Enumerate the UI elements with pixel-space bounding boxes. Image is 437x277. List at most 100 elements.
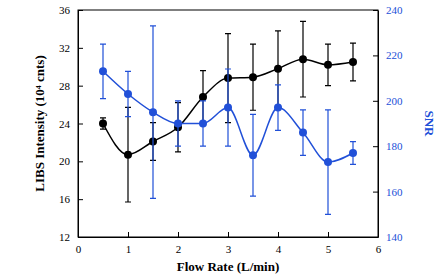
tick: 32 [59, 42, 83, 54]
error-bar [100, 118, 106, 129]
tick-label: 20 [59, 155, 71, 167]
error-bar [100, 44, 106, 98]
error-bar [300, 110, 306, 155]
error-bar [325, 110, 331, 214]
error-bar [225, 69, 231, 146]
error-bar [350, 142, 356, 165]
tick: 2 [176, 232, 182, 255]
tick: 180 [373, 140, 403, 152]
tick-mark [228, 232, 229, 237]
tick-label: 4 [276, 243, 282, 255]
y2-axis: 140 160 180 200 220 240 [373, 4, 403, 243]
y2-title: SNR [422, 110, 437, 137]
tick-mark [78, 86, 83, 87]
error-bar [150, 26, 156, 199]
tick: 200 [373, 95, 403, 107]
tick-label: 2 [176, 243, 182, 255]
error-bar [250, 44, 256, 110]
tick: 5 [326, 232, 332, 255]
tick: 160 [373, 186, 403, 198]
frame [78, 10, 378, 237]
tick-label: 220 [386, 49, 403, 61]
marker [99, 120, 107, 128]
tick-mark [373, 237, 378, 238]
error-bar [275, 85, 281, 130]
error-bar [125, 107, 131, 202]
tick: 20 [59, 155, 83, 167]
error-bar [300, 21, 306, 97]
y-axis: 12 16 20 24 28 32 36 [59, 4, 83, 243]
marker [324, 158, 332, 166]
tick: 36 [59, 4, 83, 16]
tick-label: 5 [326, 243, 332, 255]
tick-label: 12 [59, 231, 70, 243]
tick-label: 180 [386, 140, 403, 152]
tick: 16 [59, 193, 83, 205]
marker [274, 104, 282, 112]
tick-mark [373, 146, 378, 147]
tick-mark [78, 237, 83, 238]
tick-mark [373, 101, 378, 102]
tick: 1 [126, 232, 132, 255]
tick: 28 [59, 80, 83, 92]
tick-mark [78, 124, 83, 125]
marker [349, 58, 357, 66]
tick-label: 6 [376, 243, 382, 255]
data-area [99, 21, 357, 214]
tick-mark [278, 232, 279, 237]
tick-label: 1 [126, 243, 132, 255]
marker [124, 90, 132, 98]
tick-label: 36 [59, 4, 71, 16]
marker [249, 73, 257, 81]
tick: 3 [226, 232, 232, 255]
tick-mark [128, 232, 129, 237]
tick-label: 24 [59, 118, 71, 130]
axis-line [378, 11, 379, 238]
tick-mark [78, 48, 83, 49]
tick-mark [373, 55, 378, 56]
line [103, 59, 353, 155]
tick-label: 200 [386, 95, 403, 107]
plot: 012345612162024283236140160180200220240 [59, 4, 403, 255]
marker [324, 61, 332, 69]
x-axis: 0 1 2 3 4 5 6 [76, 232, 382, 255]
tick: 24 [59, 118, 83, 130]
marker [174, 120, 182, 128]
tick-label: 160 [386, 186, 403, 198]
marker [99, 67, 107, 75]
marker [349, 149, 357, 157]
tick: 140 [373, 231, 403, 243]
error-bar [325, 44, 331, 86]
marker [274, 65, 282, 73]
x-title: Flow Rate (L/min) [177, 259, 280, 274]
tick-label: 16 [59, 193, 71, 205]
error-bar [200, 101, 206, 146]
tick-mark [178, 232, 179, 237]
tick-label: 32 [59, 42, 70, 54]
tick: 220 [373, 49, 403, 61]
tick: 12 [59, 231, 83, 243]
marker [199, 93, 207, 101]
tick-label: 240 [386, 4, 403, 16]
error-bar [350, 43, 356, 81]
tick-label: 28 [59, 80, 71, 92]
error-bar [125, 71, 131, 116]
tick-mark [328, 232, 329, 237]
tick-label: 3 [226, 243, 232, 255]
marker [149, 108, 157, 116]
error-bar [175, 101, 181, 146]
tick: 4 [276, 232, 282, 255]
error-bar [250, 114, 256, 196]
tick-label: 0 [76, 243, 82, 255]
tick-mark [78, 161, 83, 162]
tick-mark [373, 10, 378, 11]
y-title: LIBS Intensity (10⁴ cnts) [32, 55, 47, 191]
tick-mark [78, 199, 83, 200]
tick-mark [373, 192, 378, 193]
axis-line [79, 237, 379, 238]
marker [224, 104, 232, 112]
marker [299, 55, 307, 63]
marker [199, 120, 207, 128]
marker [299, 129, 307, 137]
marker [249, 151, 257, 159]
